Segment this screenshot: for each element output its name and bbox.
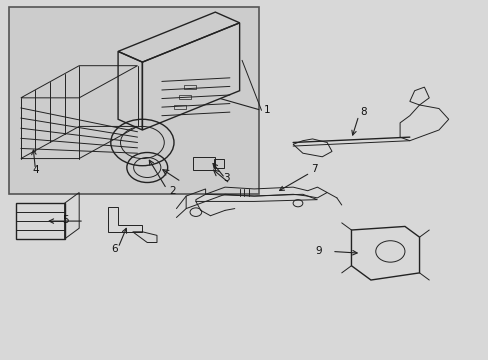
- Text: 2: 2: [169, 185, 175, 195]
- Text: 5: 5: [62, 215, 69, 225]
- Text: 3: 3: [223, 173, 229, 183]
- Bar: [179, 95, 191, 99]
- Text: 4: 4: [32, 165, 39, 175]
- Bar: [174, 105, 186, 109]
- Text: 6: 6: [111, 244, 117, 254]
- Text: 8: 8: [360, 107, 366, 117]
- Bar: [183, 85, 196, 89]
- Text: 1: 1: [264, 105, 270, 115]
- Text: 7: 7: [311, 164, 318, 174]
- FancyBboxPatch shape: [9, 7, 259, 194]
- Bar: [193, 157, 215, 170]
- Bar: [214, 159, 224, 168]
- Text: 9: 9: [314, 246, 321, 256]
